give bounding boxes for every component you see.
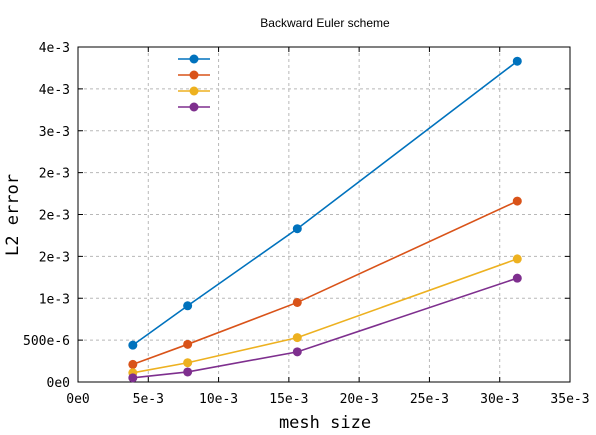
- x-tick-label: 0e0: [66, 392, 89, 407]
- x-axis-label: mesh size: [279, 413, 371, 433]
- y-tick-label: 4e-3: [39, 41, 70, 56]
- legend: [178, 54, 210, 112]
- series-path: [132, 277, 518, 379]
- x-tick-label: 15e-3: [269, 392, 308, 407]
- series: [128, 56, 522, 383]
- data-point: [512, 56, 522, 66]
- y-tick-label: 2e-3: [39, 250, 70, 265]
- y-tick-label: 4e-3: [39, 83, 70, 98]
- data-point: [512, 254, 522, 264]
- legend-entry: [178, 70, 210, 80]
- y-tick-label: 2e-3: [39, 209, 70, 224]
- y-axis-label: L2 error: [3, 174, 23, 256]
- series-line: [128, 196, 522, 369]
- data-point: [183, 367, 193, 377]
- x-tick-label: 20e-3: [340, 392, 379, 407]
- legend-marker: [189, 102, 199, 112]
- y-tick-label: 2e-3: [39, 167, 70, 182]
- data-point: [183, 339, 193, 349]
- data-point: [128, 373, 138, 383]
- x-tick-label: 25e-3: [410, 392, 449, 407]
- y-tick-label: 0e0: [47, 376, 70, 391]
- series-line: [128, 254, 522, 378]
- data-point: [183, 301, 193, 311]
- data-point: [292, 333, 302, 343]
- x-tick-label: 35e-3: [550, 392, 589, 407]
- data-point: [128, 340, 138, 350]
- data-point: [183, 358, 193, 368]
- data-point: [292, 297, 302, 307]
- legend-marker: [189, 54, 199, 64]
- data-point: [512, 196, 522, 206]
- series-path: [132, 200, 518, 366]
- y-tick-label: 3e-3: [39, 125, 70, 140]
- series-path: [132, 258, 518, 374]
- series-line: [128, 56, 522, 350]
- tick-labels: 0e0 5e-3 10e-3 15e-3 20e-3 25e-3 30e-3 35e-3 0e0…: [23, 41, 590, 407]
- data-point: [292, 347, 302, 357]
- series-path: [132, 60, 518, 346]
- legend-entry: [178, 102, 210, 112]
- y-tick-label: 1e-3: [39, 292, 70, 307]
- legend-marker: [189, 86, 199, 96]
- data-point: [512, 273, 522, 283]
- legend-marker: [189, 70, 199, 80]
- legend-entry: [178, 86, 210, 96]
- data-point: [292, 224, 302, 234]
- data-point: [128, 359, 138, 369]
- x-tick-label: 10e-3: [199, 392, 238, 407]
- chart-title: Backward Euler scheme: [260, 16, 390, 30]
- legend-entry: [178, 54, 210, 64]
- x-tick-label: 5e-3: [133, 392, 164, 407]
- series-line: [128, 273, 522, 383]
- x-tick-label: 30e-3: [480, 392, 519, 407]
- y-tick-label: 500e-6: [23, 334, 70, 349]
